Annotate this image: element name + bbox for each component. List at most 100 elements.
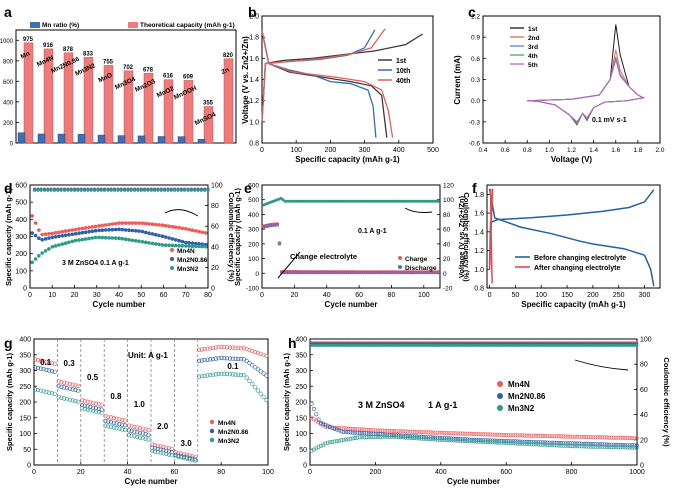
panel-b: 0 100 200 300 400 500 0.8 1.0 1.2 1.4 1.6 1.8 2.0 Spe… — [241, 14, 439, 165]
capacity-point — [355, 430, 360, 435]
rate-label: 0.3 — [64, 359, 76, 368]
capacity-point — [130, 221, 135, 225]
capacity-point — [616, 445, 621, 450]
capacity-point — [40, 232, 45, 237]
x-tick-label: 1.4 — [589, 147, 598, 154]
rate-point — [76, 383, 81, 389]
capacity-point — [385, 434, 390, 439]
rate-point — [85, 404, 90, 409]
rate-point — [264, 373, 269, 378]
efficiency-point — [146, 188, 150, 192]
y-tick-label: 1.4 — [249, 77, 259, 84]
capacity-point — [520, 433, 525, 438]
capacity-point — [323, 441, 328, 446]
capacity-point — [467, 431, 472, 436]
rate-point — [250, 348, 255, 354]
x-tick-label: 40 — [323, 292, 331, 299]
capacity-point — [194, 229, 198, 233]
rate-point — [181, 456, 187, 461]
capacity-point — [522, 433, 527, 438]
capacity-point — [559, 434, 564, 439]
rate-point — [88, 400, 93, 405]
rate-point — [261, 371, 266, 376]
capacity-point — [127, 221, 131, 225]
capacity-point — [595, 444, 600, 449]
capacity-point — [538, 440, 543, 445]
capacity-point — [329, 270, 334, 275]
capacity-point — [591, 444, 596, 449]
capacity-point — [421, 430, 426, 435]
capacity-point — [113, 236, 118, 240]
bar-mn-ratio — [97, 134, 106, 144]
y2-tick-label: 40 — [443, 241, 451, 248]
rate-label: 1.0 — [134, 400, 146, 409]
capacity-point — [584, 444, 589, 449]
y-tick-label: 300 — [295, 368, 307, 375]
capacity-point — [572, 441, 577, 446]
rate-point — [255, 350, 261, 356]
y-tick-label: 350 — [295, 352, 307, 359]
rate-point — [135, 434, 140, 440]
capacity-point — [401, 429, 406, 434]
capacity-point — [63, 233, 68, 238]
rate-point — [216, 371, 221, 377]
panel-label-d: d — [4, 180, 13, 196]
rate-point — [117, 422, 122, 427]
capacity-point — [561, 443, 566, 448]
capacity-point — [577, 434, 582, 439]
capacity-point — [364, 431, 369, 436]
capacity-point — [373, 431, 378, 436]
rate-point — [196, 358, 202, 364]
capacity-point — [150, 241, 155, 246]
capacity-point — [277, 242, 282, 246]
capacity-point — [353, 426, 358, 431]
rate-point — [173, 454, 178, 459]
rate-point — [258, 369, 263, 374]
capacity-point — [77, 231, 81, 235]
panel-d: 0 10 20 30 40 50 60 70 8001002003004005006000204… — [4, 183, 236, 310]
capacity-point — [403, 435, 408, 440]
capacity-point — [356, 270, 361, 275]
efficiency-point — [116, 188, 120, 192]
capacity-point — [490, 440, 495, 445]
arrow-to-axis — [164, 209, 199, 217]
capacity-point — [494, 440, 499, 445]
capacity-point — [492, 440, 497, 445]
capacity-point — [630, 445, 635, 450]
rate-point — [96, 402, 101, 407]
capacity-point — [334, 427, 339, 432]
y-tick-label: 1.4 — [474, 229, 484, 236]
rate-point — [239, 357, 244, 362]
rate-point — [230, 372, 235, 377]
capacity-point — [270, 223, 275, 227]
efficiency-point — [56, 188, 60, 192]
annotation: 0.1 mV s-1 — [592, 117, 627, 124]
capacity-point — [538, 433, 543, 438]
rate-point — [264, 398, 269, 403]
rate-point — [244, 347, 249, 352]
capacity-point — [348, 430, 353, 435]
capacity-point — [140, 240, 145, 244]
rate-point — [76, 388, 81, 393]
capacity-point — [627, 445, 632, 450]
x-tick-label: 200 — [587, 292, 599, 299]
bar-mn-ratio — [137, 135, 146, 144]
capacity-point — [395, 270, 400, 275]
rate-point — [122, 427, 128, 433]
capacity-point — [543, 433, 548, 438]
capacity-point — [481, 432, 486, 437]
capacity-point — [547, 434, 552, 439]
rate-point — [241, 373, 246, 378]
rate-point — [169, 453, 174, 458]
capacity-point — [93, 224, 98, 229]
capacity-point — [80, 237, 85, 242]
efficiency-point — [126, 188, 130, 192]
capacity-point — [187, 241, 191, 245]
rate-point — [120, 422, 125, 427]
x-tick-label: 80 — [217, 469, 225, 476]
capacity-point — [568, 441, 573, 446]
efficiency-point — [436, 199, 440, 203]
series-line-charge — [261, 28, 386, 122]
legend-marker — [497, 381, 503, 387]
capacity-point — [348, 436, 353, 441]
